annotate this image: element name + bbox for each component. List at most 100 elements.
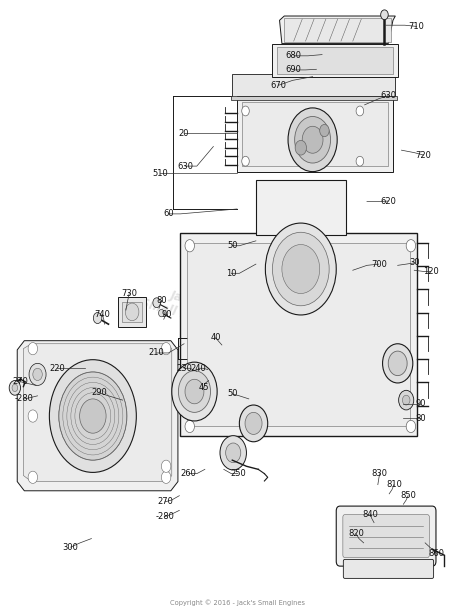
Text: 740: 740 [94,310,110,319]
Circle shape [12,384,18,392]
Circle shape [239,405,268,442]
Circle shape [245,413,262,435]
Text: 270: 270 [157,497,173,507]
Circle shape [402,395,410,405]
Circle shape [265,223,336,315]
Circle shape [158,309,164,317]
Text: 820: 820 [348,529,364,538]
Text: 860: 860 [428,549,445,558]
Text: 300: 300 [63,543,79,551]
Circle shape [33,368,42,381]
Circle shape [93,313,102,324]
Text: 290: 290 [91,388,107,397]
Bar [237,96,393,172]
Text: 40: 40 [210,333,221,342]
Text: 45: 45 [199,383,209,392]
Circle shape [161,343,171,355]
Text: 700: 700 [371,260,387,268]
Text: 60: 60 [163,209,174,219]
Polygon shape [23,344,172,481]
Text: -280: -280 [156,512,174,521]
Circle shape [282,244,319,293]
Bar [180,233,417,436]
FancyBboxPatch shape [343,515,429,558]
Text: 690: 690 [286,66,301,74]
Circle shape [356,157,364,166]
Bar [273,44,398,77]
Bar [256,179,346,235]
Circle shape [388,351,407,376]
Circle shape [28,410,37,422]
Text: 80: 80 [156,297,167,305]
Text: 230: 230 [176,363,192,373]
Circle shape [161,471,171,483]
Circle shape [242,157,249,166]
Circle shape [185,239,194,252]
Circle shape [125,303,139,321]
Text: 840: 840 [362,510,378,519]
Text: 680: 680 [286,52,302,60]
Bar [187,243,410,427]
Text: 510: 510 [153,169,168,178]
Text: -280: -280 [15,394,34,403]
Polygon shape [17,341,178,491]
Text: Copyright © 2016 - Jack's Small Engines: Copyright © 2016 - Jack's Small Engines [170,599,304,605]
Text: 90: 90 [415,399,426,408]
Text: 120: 120 [423,267,438,276]
Circle shape [9,381,20,395]
Bar [122,302,143,322]
Circle shape [406,421,416,433]
Text: 670: 670 [271,80,287,90]
Circle shape [302,126,323,154]
Text: 80: 80 [415,414,426,423]
Text: 240: 240 [191,363,206,373]
Circle shape [319,125,329,137]
Text: 220: 220 [49,363,65,373]
Circle shape [29,363,46,386]
Circle shape [185,379,204,404]
Circle shape [242,106,249,116]
Text: 620: 620 [380,196,396,206]
Circle shape [185,421,194,433]
Text: 630: 630 [177,161,193,171]
Text: 260: 260 [181,469,197,478]
Text: 90: 90 [162,310,173,319]
Circle shape [226,443,241,462]
Circle shape [153,298,160,308]
FancyBboxPatch shape [343,559,434,578]
Bar [118,297,146,327]
Circle shape [381,10,388,20]
Circle shape [406,239,416,252]
Circle shape [356,106,364,116]
Text: 30: 30 [409,258,419,267]
Circle shape [399,391,414,410]
Text: 50: 50 [227,389,237,398]
Bar [242,102,388,166]
Bar [231,96,397,100]
Text: 20: 20 [179,128,189,138]
Circle shape [161,460,171,472]
Circle shape [59,372,127,460]
Circle shape [295,141,307,155]
Text: 50: 50 [227,241,237,251]
Text: 270: 270 [13,377,28,386]
Circle shape [172,362,217,421]
Circle shape [295,117,330,163]
FancyBboxPatch shape [336,506,436,566]
Text: 630: 630 [380,91,396,100]
Text: 830: 830 [372,469,388,478]
Circle shape [80,399,106,433]
Bar [232,74,395,99]
Text: 730: 730 [121,289,137,298]
Text: Jack's
Small Engines: Jack's Small Engines [139,281,236,333]
Circle shape [49,360,137,472]
Circle shape [220,436,246,470]
Circle shape [273,232,329,306]
Text: 10: 10 [226,269,237,278]
Text: 850: 850 [400,491,416,500]
Polygon shape [280,16,395,44]
Text: 810: 810 [386,480,402,489]
Text: 720: 720 [416,150,432,160]
Circle shape [28,471,37,483]
Text: 210: 210 [149,349,164,357]
